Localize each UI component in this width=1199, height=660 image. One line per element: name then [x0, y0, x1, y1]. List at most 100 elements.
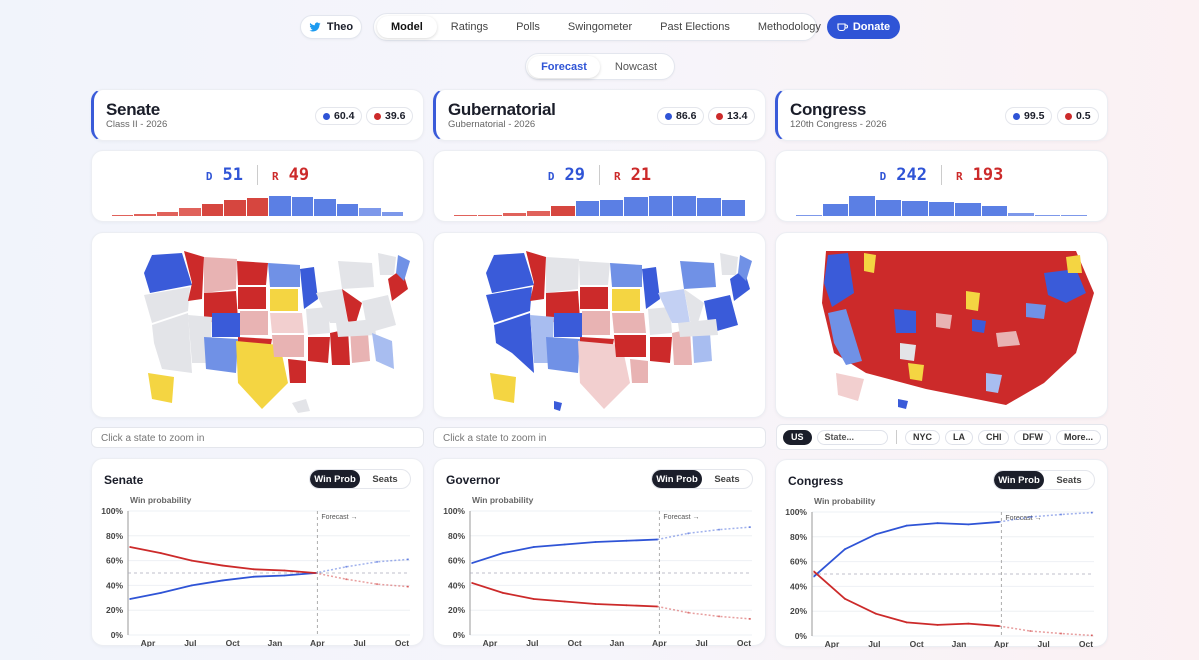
data-point	[501, 591, 504, 594]
win-prob-toggle[interactable]: Win Prob	[310, 470, 360, 488]
histogram-bar	[526, 210, 551, 216]
y-tick-label: 0%	[453, 630, 466, 640]
congress-seat-card: D 242 R 193	[775, 150, 1108, 222]
data-point	[594, 603, 597, 605]
tab-nowcast[interactable]: Nowcast	[614, 60, 658, 73]
data-point	[129, 598, 131, 601]
data-point	[749, 526, 751, 529]
gubernatorial-map-card[interactable]	[433, 232, 766, 418]
senate-seat-card: D 51 R 49	[91, 150, 424, 222]
x-tick-label: Jul	[1038, 639, 1050, 648]
gubernatorial-us-map[interactable]	[434, 233, 767, 419]
nav-past-elections[interactable]: Past Elections	[660, 21, 730, 33]
more-metros[interactable]: More...	[1055, 429, 1101, 445]
dem-forecast-line	[315, 558, 409, 574]
data-point	[159, 552, 162, 555]
rep-prob-badge: 39.6	[366, 107, 414, 125]
data-point	[656, 605, 659, 608]
congress-district-map[interactable]	[776, 233, 1109, 419]
metro-la[interactable]: LA	[944, 429, 973, 445]
histogram-bar	[648, 195, 672, 216]
seats-toggle[interactable]: Seats	[1056, 474, 1082, 486]
nav-model[interactable]: Model	[377, 16, 437, 38]
senate-chart-card: Senate Win Prob Seats Win probability 0% 2…	[91, 458, 424, 647]
histogram-bar	[822, 204, 849, 216]
x-tick-label: Oct	[1079, 639, 1093, 648]
metro-nyc[interactable]: NYC	[904, 429, 940, 445]
nav-swingometer[interactable]: Swingometer	[567, 21, 633, 33]
seats-toggle[interactable]: Seats	[714, 473, 740, 485]
x-tick-label: Apr	[652, 638, 667, 647]
dem-prob-value: 86.6	[676, 110, 697, 122]
x-tick-label: Oct	[737, 638, 751, 647]
data-point	[221, 579, 224, 582]
y-tick-label: 20%	[790, 606, 807, 616]
nav-polls[interactable]: Polls	[516, 21, 540, 33]
win-prob-toggle[interactable]: Win Prob	[994, 471, 1044, 489]
x-tick-label: Apr	[141, 638, 156, 647]
histogram-bar	[672, 196, 697, 216]
data-point	[129, 545, 131, 548]
histogram-bar	[624, 197, 648, 216]
donate-button[interactable]: Donate	[827, 15, 900, 39]
tab-forecast[interactable]: Forecast	[528, 55, 600, 78]
race-title: Congress	[790, 100, 867, 119]
state-select[interactable]: State...	[816, 429, 889, 445]
x-tick-label: Jan	[610, 638, 625, 647]
data-point	[967, 523, 970, 526]
histogram-bar	[502, 213, 526, 216]
dem-forecast-line	[999, 511, 1093, 523]
congress-scope-bar: US State... NYC LA CHI DFW More...	[776, 424, 1108, 450]
histogram-bar	[697, 197, 721, 216]
win-probability-chart: Win probability 0% 20% 40% 60% 80% 100% Apr Jul O…	[785, 496, 1094, 648]
scope-us[interactable]: US	[783, 429, 812, 445]
data-point	[252, 568, 255, 571]
data-point	[749, 617, 751, 620]
win-probability-chart: Win probability 0% 20% 40% 60% 80% 100% Apr Jul O…	[443, 495, 752, 647]
data-point	[998, 625, 1001, 628]
gubernatorial-seat-card: D 29 R 21	[433, 150, 766, 222]
data-point	[843, 548, 846, 551]
y-tick-label: 100%	[785, 507, 807, 517]
data-point	[1091, 511, 1093, 514]
win-prob-toggle[interactable]: Win Prob	[652, 470, 702, 488]
senate-map-card[interactable]	[91, 232, 424, 418]
theo-button[interactable]: Theo	[300, 15, 362, 39]
data-point	[314, 572, 317, 574]
race-subtitle: Class II - 2026	[106, 119, 168, 130]
data-point	[998, 520, 1001, 523]
nav-methodology[interactable]: Methodology	[757, 21, 821, 33]
dem-history-line	[471, 538, 658, 564]
nav-ratings[interactable]: Ratings	[450, 21, 489, 33]
congress-map-card[interactable]	[775, 232, 1108, 418]
y-tick-label: 100%	[443, 506, 465, 516]
histogram-bar	[796, 215, 822, 216]
x-tick-label: Jan	[268, 638, 283, 647]
histogram-bar	[246, 197, 269, 216]
histogram-bar	[955, 203, 981, 216]
seats-toggle[interactable]: Seats	[372, 473, 398, 485]
metro-dfw[interactable]: DFW	[1014, 429, 1051, 445]
data-point	[936, 623, 939, 626]
senate-us-map[interactable]	[92, 233, 425, 419]
data-point	[407, 558, 409, 561]
y-axis-label: Win probability	[472, 495, 534, 505]
governor-chart-card: Governor Win Prob Seats Win probability 0…	[433, 458, 766, 647]
histogram-bar	[551, 205, 575, 216]
data-point	[687, 611, 690, 614]
data-point	[501, 552, 504, 555]
metro-chi[interactable]: CHI	[977, 429, 1010, 445]
dem-prob-badge: 99.5	[1005, 107, 1053, 125]
data-point	[190, 559, 193, 562]
histogram-bar	[314, 199, 336, 216]
y-tick-label: 60%	[790, 557, 807, 567]
data-point	[625, 604, 628, 607]
histogram-bar	[928, 201, 955, 216]
histogram-bar	[179, 208, 201, 216]
race-subtitle: 120th Congress - 2026	[790, 119, 887, 130]
histogram-bar	[981, 205, 1008, 216]
rep-seat-total: R 193	[956, 165, 1004, 185]
data-point	[563, 600, 566, 603]
dem-history-line	[129, 572, 316, 600]
data-point	[967, 622, 970, 625]
